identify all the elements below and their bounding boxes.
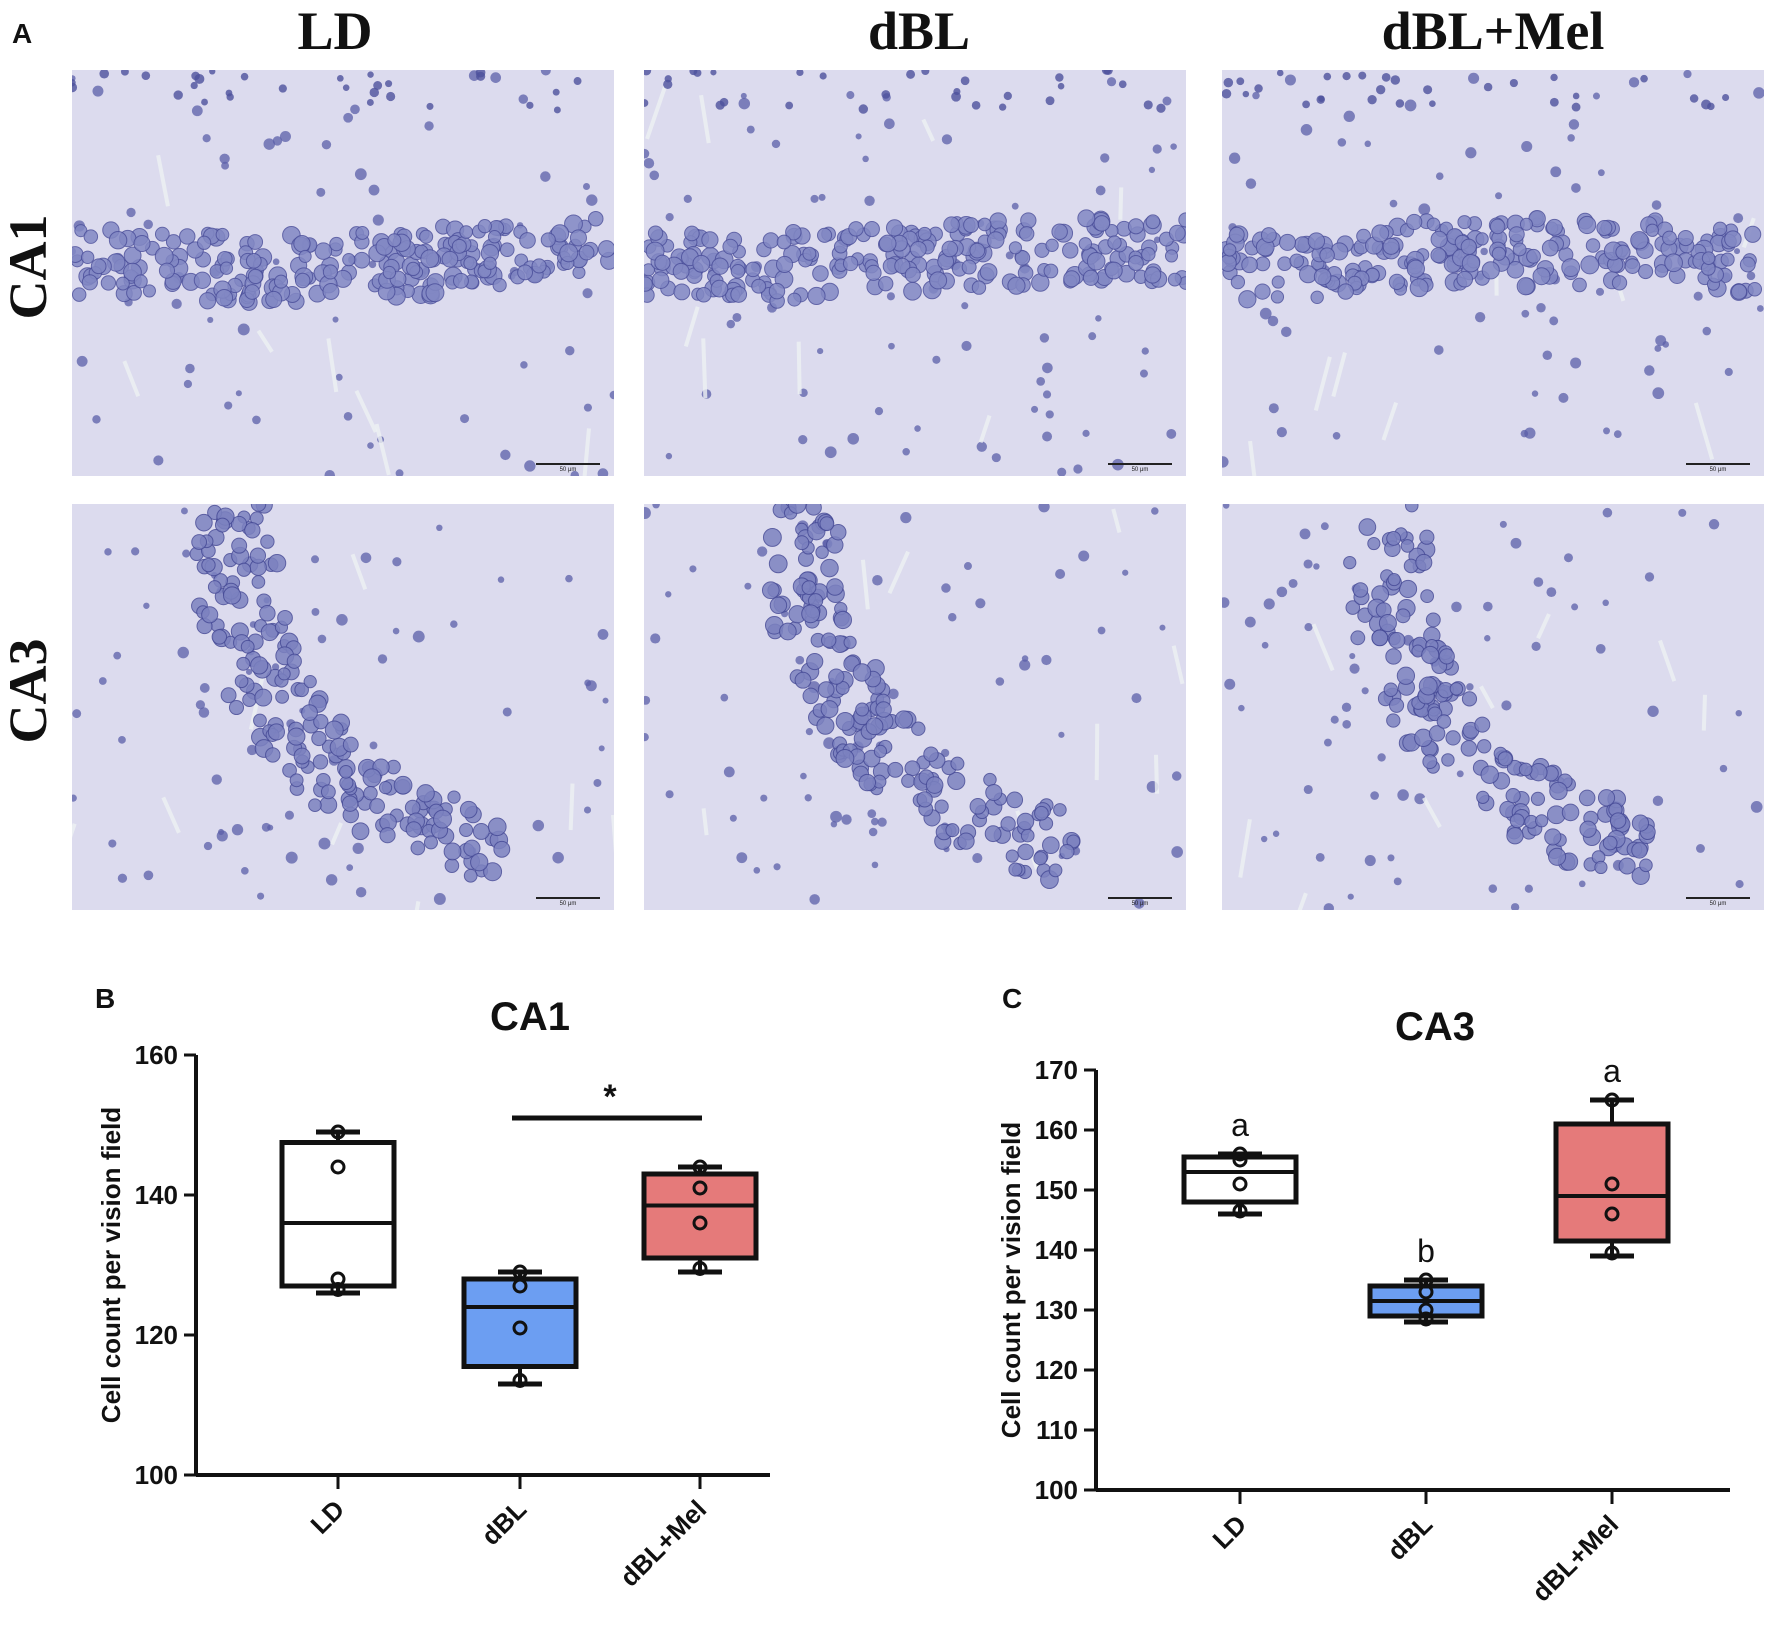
chart-ca3: CA3 100 110 120 130 140 150 160 170 Cell count pe… — [996, 1005, 1730, 1607]
y-tick-label: 100 — [1035, 1475, 1078, 1505]
chart-title: CA1 — [490, 995, 570, 1039]
data-point — [1604, 1206, 1620, 1222]
data-point — [1232, 1152, 1248, 1168]
y-axis-label: Cell count per vision field — [96, 1107, 126, 1423]
panel-a-letter: A — [12, 18, 33, 49]
micrograph-texture: 50 μm — [72, 70, 614, 476]
micrograph-texture: 50 μm — [644, 70, 1186, 476]
data-point — [512, 1373, 528, 1388]
y-tick-label: 170 — [1035, 1055, 1078, 1085]
box-dbl — [1367, 1272, 1485, 1327]
micrograph-texture: 50 μm — [72, 504, 614, 910]
y-tick-label: 130 — [1035, 1295, 1078, 1325]
y-tick-label: 150 — [1035, 1175, 1078, 1205]
scale-bar-label: 50 μm — [1710, 901, 1727, 907]
chart-title: CA3 — [1395, 1005, 1475, 1049]
data-point — [512, 1278, 528, 1294]
scale-bar-label: 50 μm — [1132, 467, 1149, 473]
data-point — [1604, 1245, 1620, 1261]
micrograph-ca1-dbl-mel: 50 μm — [1222, 70, 1764, 476]
x-tick-label: LD — [1207, 1509, 1253, 1555]
box-body — [1553, 1121, 1671, 1244]
scale-bar-label: 50 μm — [1132, 901, 1149, 907]
micrograph-ca3-ld: 50 μm — [72, 504, 614, 910]
x-tick-label: dBL+Mel — [1526, 1509, 1624, 1607]
significance-letter: a — [1231, 1107, 1249, 1143]
micrograph-ca1-dbl: 50 μm — [644, 70, 1186, 476]
data-point — [692, 1261, 708, 1276]
y-tick-label: 120 — [135, 1320, 178, 1350]
box-body — [279, 1140, 397, 1289]
row-title-ca1: CA1 — [0, 214, 58, 320]
significance-letter: a — [1603, 1053, 1621, 1089]
y-axis-label: Cell count per vision field — [996, 1122, 1026, 1438]
box-ld — [279, 1124, 397, 1297]
column-title-ld: LD — [297, 1, 373, 61]
micrograph-texture: 50 μm — [1222, 70, 1764, 476]
micrograph-ca3-dbl-mel: 50 μm — [1222, 504, 1764, 910]
box-dbl — [461, 1264, 579, 1388]
box-dbl-mel — [1553, 1092, 1671, 1261]
data-point — [692, 1159, 708, 1175]
x-tick-label: dBL+Mel — [614, 1494, 712, 1592]
micrograph-texture: 50 μm — [644, 504, 1186, 910]
x-tick-label: dBL — [1381, 1509, 1438, 1566]
column-title-dbl: dBL — [867, 1, 971, 61]
panel-c-letter: C — [1002, 983, 1023, 1014]
data-point — [1418, 1284, 1434, 1300]
box-ld — [1181, 1146, 1299, 1219]
micrograph-ca3-dbl: 50 μm — [644, 504, 1186, 910]
scale-bar-label: 50 μm — [560, 467, 577, 473]
micrograph-texture: 50 μm — [1222, 504, 1764, 910]
x-tick-label: dBL — [475, 1494, 532, 1551]
scale-bar-label: 50 μm — [560, 901, 577, 907]
box-dbl-mel — [641, 1159, 759, 1276]
significance-letter: b — [1417, 1233, 1435, 1269]
data-point — [330, 1282, 346, 1297]
y-tick-label: 140 — [135, 1180, 178, 1210]
data-point — [512, 1264, 528, 1280]
micrograph-ca1-ld: 50 μm — [72, 70, 614, 476]
row-title-ca3: CA3 — [0, 638, 58, 744]
data-point — [1418, 1311, 1434, 1327]
y-tick-label: 160 — [135, 1040, 178, 1070]
y-tick-label: 100 — [135, 1460, 178, 1490]
y-tick-label: 140 — [1035, 1235, 1078, 1265]
chart-ca1: CA1 100 120 140 160 Cell count per vision fie… — [96, 995, 770, 1592]
data-point — [330, 1124, 346, 1140]
significance-marker: * — [603, 1078, 617, 1116]
data-point — [1418, 1302, 1434, 1318]
scale-bar-label: 50 μm — [1710, 467, 1727, 473]
y-tick-label: 110 — [1036, 1415, 1078, 1445]
data-point — [1604, 1092, 1620, 1108]
data-point — [512, 1320, 528, 1336]
data-point — [1604, 1176, 1620, 1192]
data-point — [692, 1215, 708, 1231]
data-point — [692, 1180, 708, 1196]
data-point — [1232, 1146, 1248, 1162]
column-title-dbl-mel: dBL+Mel — [1381, 1, 1605, 61]
data-point — [1232, 1176, 1248, 1192]
y-tick-label: 120 — [1035, 1355, 1078, 1385]
x-tick-label: LD — [305, 1494, 351, 1540]
panel-b-letter: B — [95, 983, 116, 1014]
data-point — [1232, 1203, 1248, 1219]
y-tick-label: 160 — [1035, 1115, 1078, 1145]
data-point — [330, 1159, 346, 1175]
